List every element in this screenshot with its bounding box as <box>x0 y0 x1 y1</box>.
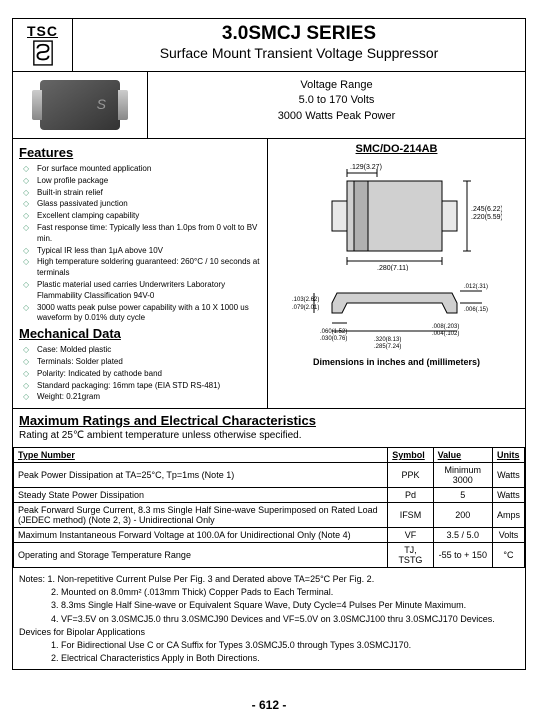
table-cell: Peak Power Dissipation at TA=25°C, Tp=1m… <box>14 463 388 488</box>
table-cell: Maximum Instantaneous Forward Voltage at… <box>14 528 388 543</box>
voltage-line1: Voltage Range <box>154 78 519 93</box>
dim-lead-t-2: .006(.15) <box>464 307 488 313</box>
table-body: Peak Power Dissipation at TA=25°C, Tp=1m… <box>14 463 525 568</box>
package-column: SMC/DO-214AB .129(3.27) .280(7.11) .245(… <box>268 139 525 408</box>
logo-icon <box>32 39 54 67</box>
features-column: Features For surface mounted application… <box>13 139 268 408</box>
feature-item: Excellent clamping capability <box>23 211 261 222</box>
dim-lead-w-2: .030(0.76) <box>320 336 347 342</box>
mechanical-list: Case: Molded plasticTerminals: Solder pl… <box>19 345 261 403</box>
table-cell: Operating and Storage Temperature Range <box>14 543 388 568</box>
feature-item: Glass passivated junction <box>23 199 261 210</box>
dim-body-w: .280(7.11) <box>377 265 408 271</box>
feature-item: 3000 watts peak pulse power capability w… <box>23 303 261 325</box>
row-features-package: Features For surface mounted application… <box>13 138 525 408</box>
features-heading: Features <box>19 145 261 160</box>
table-cell: Steady State Power Dissipation <box>14 488 388 503</box>
note-line: Notes: 1. Non-repetitive Current Pulse P… <box>51 573 519 585</box>
component-photo: S <box>40 80 120 130</box>
voltage-range-cell: Voltage Range 5.0 to 170 Volts 3000 Watt… <box>148 72 525 138</box>
package-side-diagram: .012(.31) .006(.15) .103(2.62) .079(2.01… <box>292 273 502 353</box>
feature-item: Built-in strain relief <box>23 188 261 199</box>
note-line: 4. VF=3.5V on 3.0SMCJ5.0 thru 3.0SMCJ90 … <box>67 613 519 625</box>
table-row: Peak Forward Surge Current, 8.3 ms Singl… <box>14 503 525 528</box>
dim-lead-h-1: .103(2.62) <box>292 297 319 303</box>
dim-overall-1: .320(8.13) <box>374 337 401 343</box>
header-row: TSC 3.0SMCJ SERIES Surface Mount Transie… <box>13 19 525 72</box>
table-cell: VF <box>388 528 433 543</box>
feature-item: For surface mounted application <box>23 164 261 175</box>
dim-overall-2: .285(7.24) <box>374 344 401 350</box>
mech-item: Polarity: Indicated by cathode band <box>23 369 261 380</box>
bipolar-line: 1. For Bidirectional Use C or CA Suffix … <box>67 639 519 651</box>
feature-item: High temperature soldering guaranteed: 2… <box>23 257 261 279</box>
table-row: Maximum Instantaneous Forward Voltage at… <box>14 528 525 543</box>
table-header: Symbol <box>388 448 433 463</box>
voltage-line2: 5.0 to 170 Volts <box>154 93 519 108</box>
table-cell: Watts <box>492 463 524 488</box>
feature-item: Plastic material used carries Underwrite… <box>23 280 261 302</box>
ratings-table: Type NumberSymbolValueUnits Peak Power D… <box>13 447 525 568</box>
dim-lead-t-1: .012(.31) <box>464 284 488 290</box>
bipolar-heading: Devices for Bipolar Applications <box>19 626 519 638</box>
table-cell: 3.5 / 5.0 <box>433 528 492 543</box>
table-cell: Volts <box>492 528 524 543</box>
table-row: Steady State Power DissipationPd5Watts <box>14 488 525 503</box>
dim-h-1: .245(6.22) <box>471 206 502 213</box>
feature-item: Fast response time: Typically less than … <box>23 223 261 245</box>
title-block: 3.0SMCJ SERIES Surface Mount Transient V… <box>73 19 525 71</box>
table-cell: TJ, TSTG <box>388 543 433 568</box>
datasheet-page: TSC 3.0SMCJ SERIES Surface Mount Transie… <box>12 18 526 670</box>
dimensions-note: Dimensions in inches and (millimeters) <box>274 357 519 367</box>
feature-item: Typical IR less than 1μA above 10V <box>23 246 261 257</box>
table-cell: PPK <box>388 463 433 488</box>
series-title: 3.0SMCJ SERIES <box>73 23 525 45</box>
features-list: For surface mounted applicationLow profi… <box>19 164 261 324</box>
table-cell: 5 <box>433 488 492 503</box>
dim-pitch-1: .008(.203) <box>432 324 459 330</box>
table-cell: 200 <box>433 503 492 528</box>
mech-item: Terminals: Solder plated <box>23 357 261 368</box>
dim-pitch-2: .004(.102) <box>432 331 459 337</box>
page-number: - 612 - <box>0 698 538 712</box>
mechanical-heading: Mechanical Data <box>19 326 261 341</box>
note-line: 2. Mounted on 8.0mm² (.013mm Thick) Copp… <box>67 586 519 598</box>
dim-lead-w-1: .060(1.52) <box>320 329 347 335</box>
feature-item: Low profile package <box>23 176 261 187</box>
table-header-row: Type NumberSymbolValueUnits <box>14 448 525 463</box>
table-cell: -55 to + 150 <box>433 543 492 568</box>
logo-text: TSC <box>27 23 58 39</box>
component-photo-cell: S <box>13 72 148 138</box>
table-cell: Watts <box>492 488 524 503</box>
mech-item: Weight: 0.21gram <box>23 392 261 403</box>
mech-item: Case: Molded plastic <box>23 345 261 356</box>
max-ratings-heading: Maximum Ratings and Electrical Character… <box>13 408 525 428</box>
voltage-line3: 3000 Watts Peak Power <box>154 109 519 124</box>
dim-lead-h-2: .079(2.01) <box>292 305 319 311</box>
table-cell: °C <box>492 543 524 568</box>
table-header: Units <box>492 448 524 463</box>
dim-w-top: .129(3.27) <box>350 164 382 171</box>
table-cell: Peak Forward Surge Current, 8.3 ms Singl… <box>14 503 388 528</box>
table-cell: Pd <box>388 488 433 503</box>
table-cell: Minimum 3000 <box>433 463 492 488</box>
max-ratings-sub: Rating at 25℃ ambient temperature unless… <box>13 428 525 447</box>
table-header: Type Number <box>14 448 388 463</box>
table-header: Value <box>433 448 492 463</box>
series-subtitle: Surface Mount Transient Voltage Suppress… <box>73 45 525 61</box>
package-top-diagram: .129(3.27) .280(7.11) .245(6.22) .220(5.… <box>292 161 502 271</box>
logo-cell: TSC <box>13 19 73 71</box>
dim-h-2: .220(5.59) <box>471 214 502 221</box>
mech-item: Standard packaging: 16mm tape (EIA STD R… <box>23 381 261 392</box>
notes-block: Notes: 1. Non-repetitive Current Pulse P… <box>13 568 525 669</box>
table-row: Operating and Storage Temperature RangeT… <box>14 543 525 568</box>
table-row: Peak Power Dissipation at TA=25°C, Tp=1m… <box>14 463 525 488</box>
package-name: SMC/DO-214AB <box>274 143 519 155</box>
row-image-voltage: S Voltage Range 5.0 to 170 Volts 3000 Wa… <box>13 72 525 138</box>
table-cell: IFSM <box>388 503 433 528</box>
bipolar-line: 2. Electrical Characteristics Apply in B… <box>67 652 519 664</box>
note-line: 3. 8.3ms Single Half Sine-wave or Equiva… <box>67 599 519 611</box>
table-cell: Amps <box>492 503 524 528</box>
